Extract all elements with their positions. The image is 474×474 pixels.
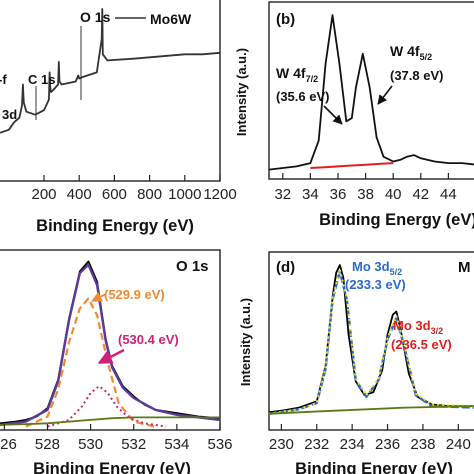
panel-c-tick-label: 530 — [78, 436, 103, 453]
panel-d-series — [268, 264, 474, 415]
panel-d-series-3 — [268, 405, 474, 415]
o1s-peak1-arrow — [91, 291, 107, 302]
panel-a-tick-label: 400 — [67, 186, 92, 203]
panel-b-frame — [268, 1, 474, 180]
panel-b-tick-label: 36 — [330, 186, 347, 203]
w4f72-arrow — [323, 105, 343, 125]
panel-a-xlabel: Binding Energy (eV) — [36, 217, 194, 235]
panel-c-series-0 — [0, 260, 221, 425]
w4f72-value: (35.6 eV) — [276, 89, 329, 104]
panel-c-xlabel: Binding Energy (eV) — [33, 460, 191, 474]
panel-c-series-4 — [0, 416, 220, 426]
panel-a-tick-label: 1200 — [203, 186, 236, 203]
o1s-peak1-label: (529.9 eV) — [104, 287, 165, 302]
panel-d-tick-label: 236 — [375, 436, 400, 453]
peak-label-f: -f — [0, 72, 7, 87]
panel-d-tick-label: 238 — [410, 436, 435, 453]
panel-c-series-1 — [0, 263, 221, 427]
panel-a-tick-label: 600 — [102, 186, 127, 203]
w4f72-label: W 4f7/2 — [276, 65, 318, 84]
panel-a-frame — [0, 0, 221, 182]
peak-label-c1s: C 1s — [28, 72, 55, 87]
o1s-peak2-label: (530.4 eV) — [118, 332, 179, 347]
panel-d-tick-label: 240 — [446, 436, 471, 453]
panel-d-label: (d) — [276, 259, 295, 276]
panel-b-tick-label: 38 — [357, 186, 374, 203]
panel-b-tick-label: 42 — [412, 186, 429, 203]
panel-a-series-0 — [0, 8, 221, 134]
panel-b-label: (b) — [276, 11, 295, 28]
mo3d32-value: (236.5 eV) — [391, 337, 452, 352]
panel-c-tick-label: 528 — [35, 436, 60, 453]
mo3d52-label: Mo 3d5/2 — [352, 259, 402, 277]
mo3d52-value: (233.3 eV) — [345, 277, 406, 292]
o1s-peak2-arrow — [97, 348, 125, 365]
panel-b-ticks: 32 34 36 38 40 42 44 — [274, 173, 457, 203]
peak-label-3d: 3d — [2, 107, 17, 122]
panel-c-series-3 — [47, 385, 167, 428]
panel-b-series-0 — [268, 14, 474, 171]
panel-b-tick-label: 32 — [274, 186, 291, 203]
panel-a-ticks: 200 400 600 800 1000 1200 — [31, 175, 237, 203]
panel-d-ticks: 230 232 234 236 238 240 — [269, 424, 471, 453]
panel-d-title: M — [458, 259, 471, 276]
panel-b-xlabel: Binding Energy (eV) — [319, 211, 474, 229]
panel-c-ticks: 526 528 530 532 534 536 — [0, 424, 233, 453]
panel-d-xlabel: Binding Energy (eV) — [295, 460, 453, 474]
panel-b-series-1 — [310, 162, 394, 169]
panel-b: 32 34 36 38 40 42 44 (b) W 4f7/2 (35.6 eV) W 4… — [234, 1, 474, 229]
mo3d32-label: Mo 3d3/2 — [393, 318, 443, 336]
panel-b-tick-label: 44 — [440, 186, 457, 203]
panel-a-tick-label: 800 — [137, 186, 162, 203]
panel-d-tick-label: 230 — [269, 436, 294, 453]
panel-c-tick-label: 526 — [0, 436, 17, 453]
panel-a-tick-label: 200 — [31, 186, 56, 203]
w4f52-label: W 4f5/2 — [390, 43, 432, 62]
w4f52-value: (37.8 eV) — [390, 68, 443, 83]
panel-a-series — [0, 8, 221, 134]
panel-c-title: O 1s — [176, 258, 209, 275]
panel-d-frame — [268, 251, 474, 431]
panel-b-series — [268, 14, 474, 171]
panel-c-tick-label: 536 — [207, 436, 232, 453]
w4f52-arrow — [377, 85, 393, 105]
panel-c-series — [0, 260, 221, 428]
peak-label-o1s: O 1s — [80, 9, 111, 25]
panel-d-tick-label: 234 — [340, 436, 365, 453]
legend-label: Mo6W — [150, 11, 192, 27]
panel-d-tick-label: 232 — [304, 436, 329, 453]
panel-c-series-2 — [25, 297, 156, 428]
panel-b-ylabel: Intensity (a.u.) — [234, 48, 249, 136]
panel-c-frame — [0, 249, 221, 431]
panel-c-tick-label: 534 — [164, 436, 189, 453]
panel-c-tick-label: 532 — [121, 436, 146, 453]
panel-c: 526 528 530 532 534 536 O 1s (529.9 eV) (530.… — [0, 249, 233, 474]
panel-d: 230 232 234 236 238 240 (d) M Mo 3d5/2 (233.3… — [238, 251, 474, 474]
panel-a-tick-label: 1000 — [168, 186, 201, 203]
panel-b-tick-label: 34 — [302, 186, 319, 203]
panel-d-ylabel: Intensity (a.u.) — [238, 298, 253, 386]
panel-b-tick-label: 40 — [385, 186, 402, 203]
